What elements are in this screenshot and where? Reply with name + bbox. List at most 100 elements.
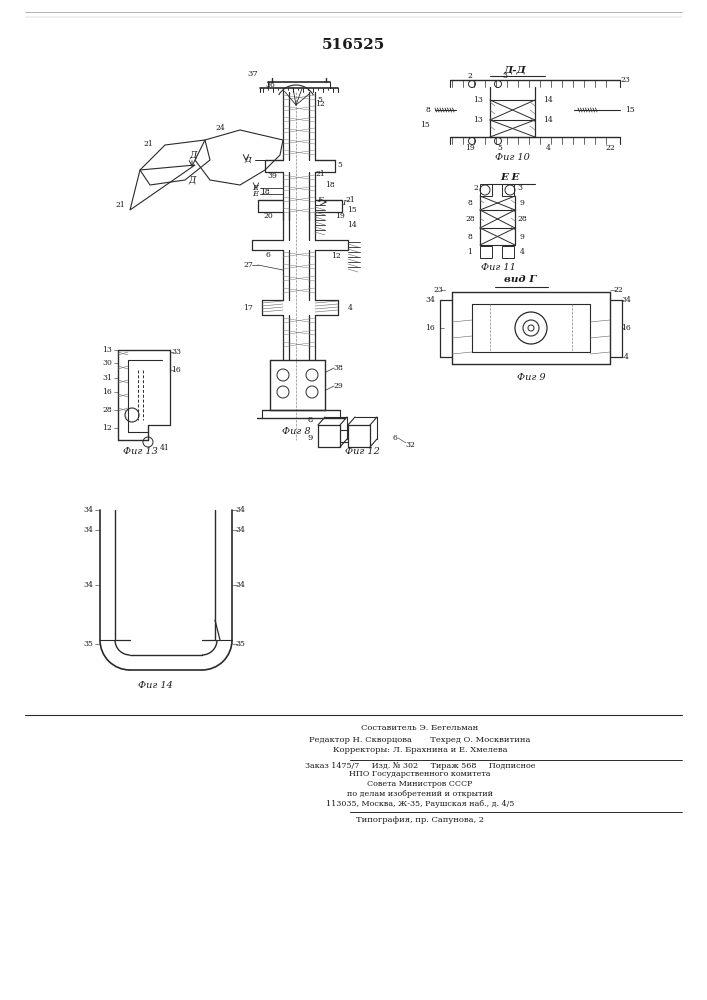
Text: Фиг 9: Фиг 9 bbox=[517, 373, 545, 382]
Text: 16: 16 bbox=[102, 388, 112, 396]
Text: 22: 22 bbox=[605, 144, 615, 152]
Text: Д: Д bbox=[188, 176, 196, 184]
Text: 24: 24 bbox=[215, 124, 225, 132]
Text: Г: Г bbox=[317, 196, 323, 204]
Text: 32: 32 bbox=[405, 441, 415, 449]
Text: 18: 18 bbox=[260, 188, 270, 196]
Text: Составитель Э. Бегельман: Составитель Э. Бегельман bbox=[361, 724, 479, 732]
Text: 6: 6 bbox=[266, 251, 271, 259]
Text: 28: 28 bbox=[465, 215, 475, 223]
Text: 5: 5 bbox=[317, 96, 322, 104]
Text: 23: 23 bbox=[433, 286, 443, 294]
Text: Заказ 1475/7     Изд. № 302     Тираж 568     Подписное: Заказ 1475/7 Изд. № 302 Тираж 568 Подпис… bbox=[305, 762, 535, 770]
Text: 14: 14 bbox=[347, 221, 357, 229]
Text: 5: 5 bbox=[498, 144, 503, 152]
Text: вид Г: вид Г bbox=[504, 275, 536, 284]
Text: 33: 33 bbox=[171, 348, 181, 356]
Text: 34: 34 bbox=[235, 506, 245, 514]
Text: 34: 34 bbox=[83, 581, 93, 589]
Text: 4: 4 bbox=[624, 353, 629, 361]
Text: 18: 18 bbox=[325, 181, 335, 189]
Text: Д-Д: Д-Д bbox=[503, 66, 527, 75]
Text: 8: 8 bbox=[425, 106, 430, 114]
Text: 35: 35 bbox=[83, 640, 93, 648]
Text: по делам изобретений и открытий: по делам изобретений и открытий bbox=[347, 790, 493, 798]
Text: 41: 41 bbox=[160, 444, 170, 452]
Text: 3: 3 bbox=[518, 184, 522, 192]
Text: Фиг 8: Фиг 8 bbox=[281, 428, 310, 436]
Text: 4: 4 bbox=[348, 304, 352, 312]
Text: 16: 16 bbox=[171, 366, 181, 374]
Text: 20: 20 bbox=[263, 212, 273, 220]
Text: 12: 12 bbox=[102, 424, 112, 432]
Text: 5: 5 bbox=[337, 161, 342, 169]
Text: 15: 15 bbox=[347, 206, 357, 214]
Text: 8: 8 bbox=[308, 416, 312, 424]
Text: 34: 34 bbox=[621, 296, 631, 304]
Text: 8: 8 bbox=[467, 199, 472, 207]
Text: 4: 4 bbox=[520, 248, 525, 256]
Text: 13: 13 bbox=[473, 96, 483, 104]
Text: 12: 12 bbox=[331, 252, 341, 260]
Text: 34: 34 bbox=[425, 296, 435, 304]
Text: 34: 34 bbox=[83, 506, 93, 514]
Text: Типография, пр. Сапунова, 2: Типография, пр. Сапунова, 2 bbox=[356, 816, 484, 824]
Text: 34: 34 bbox=[235, 526, 245, 534]
Text: 39: 39 bbox=[267, 172, 277, 180]
Text: Редактор Н. Скворцова       Техред О. Москвитина: Редактор Н. Скворцова Техред О. Москвити… bbox=[310, 736, 531, 744]
Text: Г: Г bbox=[342, 199, 348, 207]
Text: НПО Государственного комитета: НПО Государственного комитета bbox=[349, 770, 491, 778]
Text: Д: Д bbox=[189, 150, 197, 159]
Text: 8: 8 bbox=[467, 233, 472, 241]
Text: 9: 9 bbox=[308, 434, 312, 442]
Text: 27: 27 bbox=[243, 261, 253, 269]
Text: Е: Е bbox=[252, 184, 258, 192]
Text: Е Е: Е Е bbox=[501, 174, 520, 182]
Text: Фиг 13: Фиг 13 bbox=[122, 448, 158, 456]
Text: 22: 22 bbox=[613, 286, 623, 294]
Text: Фиг 14: Фиг 14 bbox=[138, 680, 173, 690]
Text: 31: 31 bbox=[102, 374, 112, 382]
Text: 21: 21 bbox=[315, 170, 325, 178]
Text: Е: Е bbox=[252, 190, 258, 198]
Bar bbox=[502, 184, 514, 196]
Text: 21: 21 bbox=[143, 140, 153, 148]
Bar bbox=[502, 246, 514, 258]
Text: Совета Министров СССР: Совета Министров СССР bbox=[368, 780, 473, 788]
Text: 28: 28 bbox=[517, 215, 527, 223]
Text: Фиг 11: Фиг 11 bbox=[481, 262, 515, 271]
Text: Фиг 10: Фиг 10 bbox=[495, 152, 530, 161]
Text: Д: Д bbox=[245, 156, 252, 164]
Text: Фиг 12: Фиг 12 bbox=[344, 448, 380, 456]
Text: 2: 2 bbox=[467, 72, 472, 80]
Text: 23: 23 bbox=[620, 76, 630, 84]
Text: 30: 30 bbox=[102, 359, 112, 367]
Text: 17: 17 bbox=[243, 304, 253, 312]
Text: 35: 35 bbox=[235, 640, 245, 648]
Text: 6: 6 bbox=[392, 434, 397, 442]
Text: 34: 34 bbox=[83, 526, 93, 534]
Text: 28: 28 bbox=[102, 406, 112, 414]
Text: 516525: 516525 bbox=[322, 38, 385, 52]
Text: 37: 37 bbox=[247, 70, 258, 78]
Text: 38: 38 bbox=[333, 364, 343, 372]
Text: 9: 9 bbox=[520, 233, 525, 241]
Text: 13: 13 bbox=[473, 116, 483, 124]
Bar bbox=[480, 184, 492, 196]
Text: 21: 21 bbox=[345, 196, 355, 204]
Text: 12: 12 bbox=[315, 100, 325, 108]
Text: 1: 1 bbox=[467, 248, 472, 256]
Text: 15: 15 bbox=[625, 106, 635, 114]
Text: 16: 16 bbox=[621, 324, 631, 332]
Text: 19: 19 bbox=[465, 144, 475, 152]
Text: 34: 34 bbox=[235, 581, 245, 589]
Text: 29: 29 bbox=[333, 382, 343, 390]
Text: 14: 14 bbox=[543, 116, 553, 124]
Text: 113035, Москва, Ж-35, Раушская наб., д. 4/5: 113035, Москва, Ж-35, Раушская наб., д. … bbox=[326, 800, 514, 808]
Text: 21: 21 bbox=[115, 201, 125, 209]
Text: 19: 19 bbox=[335, 212, 345, 220]
Text: 2: 2 bbox=[474, 184, 479, 192]
Text: Корректоры: Л. Брахнина и Е. Хмелева: Корректоры: Л. Брахнина и Е. Хмелева bbox=[333, 746, 507, 754]
Bar bbox=[480, 246, 492, 258]
Text: 13: 13 bbox=[102, 346, 112, 354]
